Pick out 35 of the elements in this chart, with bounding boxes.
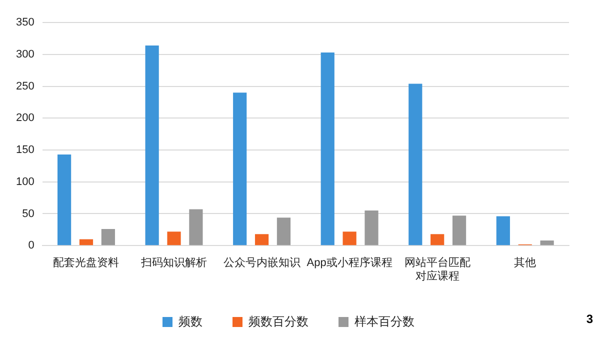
legend-label: 频数 <box>178 314 202 328</box>
bar <box>364 210 378 246</box>
bar <box>189 209 203 246</box>
x-tick-label: 公众号内嵌知识 <box>223 256 300 270</box>
bar <box>233 92 247 246</box>
bar <box>408 84 422 246</box>
bar <box>101 229 115 246</box>
bar <box>276 218 291 246</box>
y-tick-label: 350 <box>16 16 34 29</box>
bar <box>320 52 334 246</box>
x-tick-label: 其他 <box>514 256 536 270</box>
y-tick-label: 150 <box>16 144 34 156</box>
bar <box>430 234 444 246</box>
y-tick-label: 100 <box>16 176 34 188</box>
y-tick-label: 200 <box>16 112 34 124</box>
x-tick-label: 网站平台匹配对应课程 <box>404 256 470 282</box>
legend-label: 样本百分数 <box>354 314 414 328</box>
y-tick-label: 250 <box>16 80 34 92</box>
bar <box>57 154 72 246</box>
y-tick-label: 50 <box>22 208 34 220</box>
x-tick-label: 配套光盘资料 <box>53 256 120 270</box>
bar <box>167 232 181 246</box>
bar <box>79 239 94 246</box>
bar <box>540 240 554 246</box>
x-tick-label: App或小程序课程 <box>306 256 392 270</box>
y-tick-label: 300 <box>16 48 34 60</box>
bar <box>452 216 466 246</box>
bar <box>254 234 269 246</box>
x-tick-label: 扫码知识解析 <box>140 257 208 270</box>
bar <box>145 46 159 246</box>
bar <box>342 232 356 246</box>
text: 3 <box>586 312 593 326</box>
bar <box>496 216 510 246</box>
y-tick-label: 0 <box>28 240 34 252</box>
legend-label: 频数百分数 <box>248 314 308 328</box>
